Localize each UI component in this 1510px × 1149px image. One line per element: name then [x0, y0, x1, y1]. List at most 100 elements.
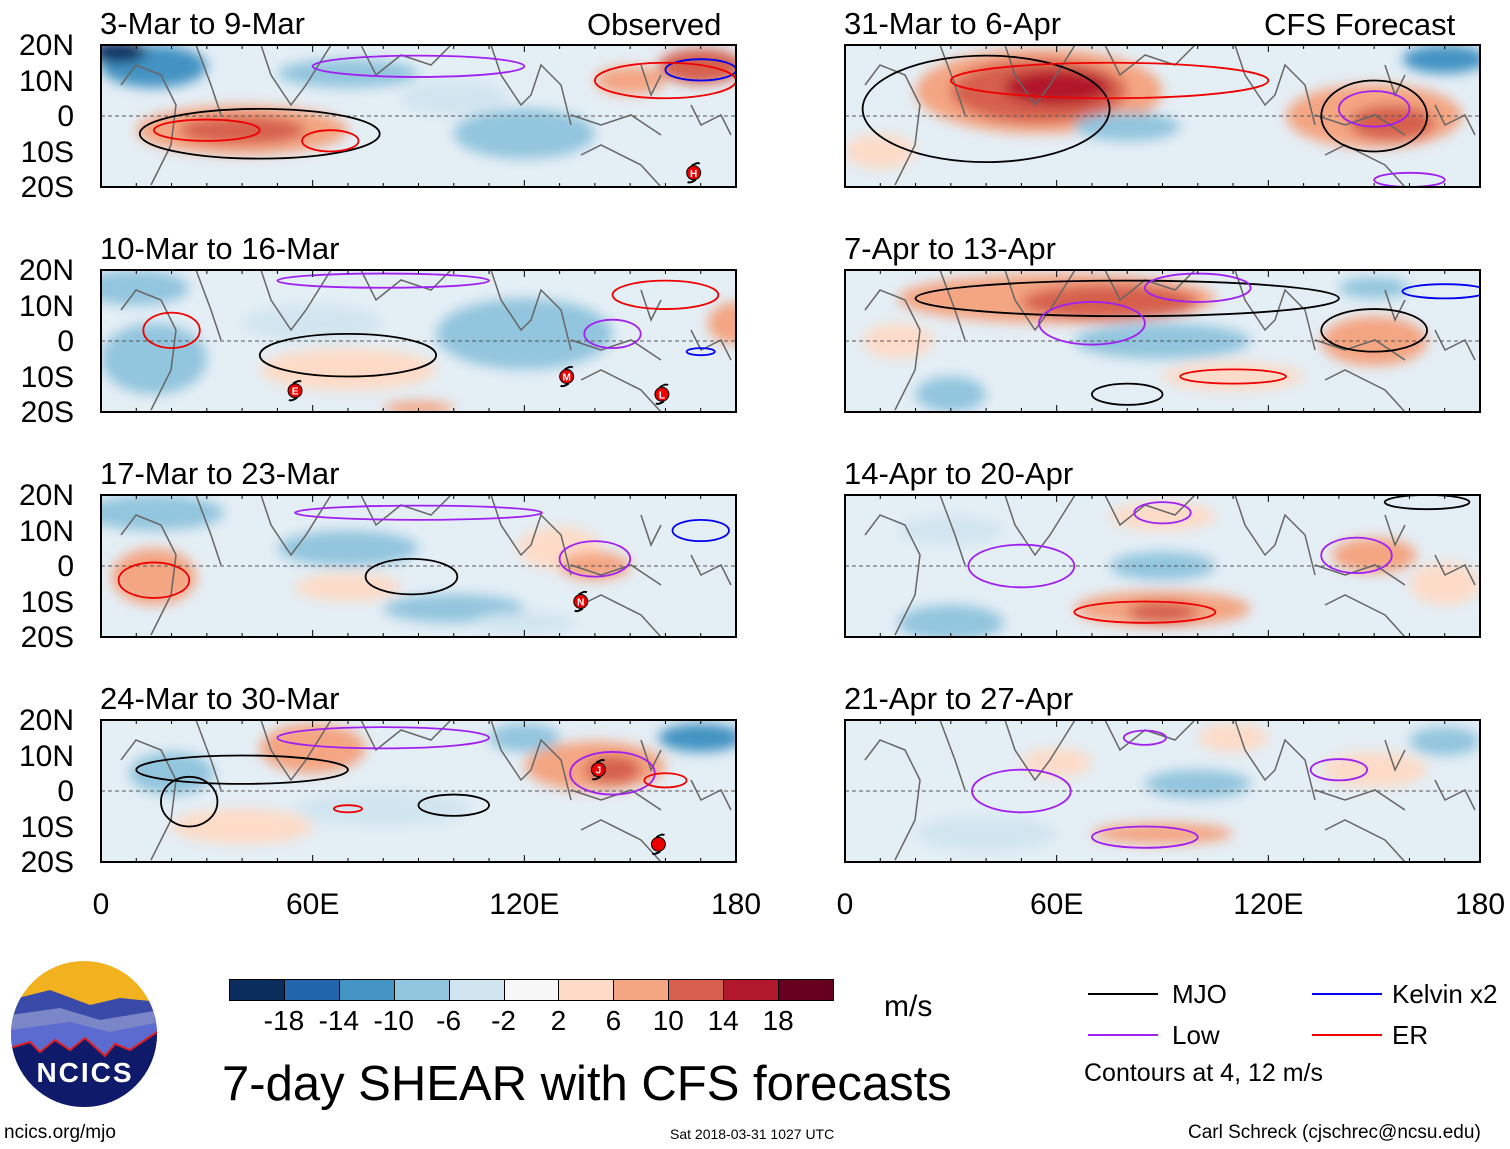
shear-anomaly-region: [1021, 748, 1092, 777]
wave-contour: [583, 318, 642, 350]
shear-map-panel: N: [100, 494, 737, 638]
shear-anomaly-region: [1197, 723, 1269, 752]
lon-label: 60E: [285, 888, 340, 921]
shear-anomaly-region: [101, 323, 207, 395]
colorbar-swatch: [448, 979, 505, 1001]
wave-contour: [1401, 283, 1480, 300]
shear-anomaly-region: [1338, 277, 1410, 299]
colorbar-swatch: [778, 979, 834, 1001]
wave-contour: [311, 54, 526, 78]
colorbar-tick-label: 18: [762, 1005, 794, 1036]
panel-title: 21-Apr to 27-Apr: [844, 681, 1074, 716]
shear-anomaly-region: [845, 133, 916, 170]
wave-contour: [160, 775, 219, 828]
lat-label: 10S: [20, 360, 74, 394]
legend-line-er: [1312, 1034, 1382, 1036]
wave-contour: [949, 61, 1270, 100]
colorbar-swatch: [723, 979, 780, 1001]
storm-letter: M: [562, 373, 570, 384]
lat-label: 10N: [18, 739, 74, 773]
storm-letter: N: [577, 598, 584, 609]
shear-anomaly-region: [259, 348, 437, 391]
shear-anomaly-region: [1109, 502, 1216, 531]
shear-anomaly-region: [1127, 601, 1198, 623]
colorbar-tick-label: -18: [263, 1005, 305, 1036]
shear-anomaly-region: [453, 108, 595, 159]
ncics-url[interactable]: ncics.org/mjo: [4, 1122, 116, 1143]
shear-map-panel: J: [100, 719, 737, 863]
lon-label: 0: [92, 888, 110, 921]
shear-anomaly-region: [1091, 822, 1234, 845]
wave-contour: [1320, 79, 1428, 153]
wave-contour: [1320, 536, 1393, 574]
panel-title: 17-Mar to 23-Mar: [100, 456, 340, 491]
lat-label: 10N: [18, 64, 74, 98]
shear-anomaly-region: [1409, 562, 1480, 606]
lat-label: 20S: [20, 621, 74, 654]
wave-contour: [611, 279, 720, 310]
wave-contour: [1337, 90, 1411, 128]
storm-letter: L: [659, 390, 665, 401]
shear-anomaly-region: [489, 723, 560, 752]
shear-anomaly-region: [436, 298, 613, 370]
ncics-logo: NCICS: [11, 961, 157, 1107]
colorbar-swatch: [283, 979, 340, 1001]
shear-map-panel: [844, 269, 1481, 413]
wave-contour: [364, 558, 459, 596]
lat-label: 20S: [20, 396, 74, 429]
lat-label: 10S: [20, 585, 74, 619]
wave-contour: [1383, 495, 1471, 511]
shear-anomaly-region: [1331, 537, 1417, 574]
panel-title: 14-Apr to 20-Apr: [844, 456, 1074, 491]
wave-contour: [914, 279, 1340, 318]
wave-contour: [117, 561, 191, 599]
lat-label: 20N: [18, 479, 74, 512]
panel-title: 24-Mar to 30-Mar: [100, 681, 340, 716]
colorbar-swatch: [338, 979, 395, 1001]
wave-contour: [558, 540, 632, 578]
colorbar-swatch: [503, 979, 560, 1001]
lat-label: 10N: [18, 514, 74, 548]
wave-contour: [294, 504, 543, 521]
shear-anomaly-region: [171, 808, 313, 845]
wave-contour: [417, 793, 490, 817]
legend-label-kelvin: Kelvin x2: [1392, 979, 1498, 1009]
wave-contour: [643, 772, 688, 789]
shear-anomaly-region: [383, 401, 454, 412]
colorbar-swatch: [613, 979, 670, 1001]
lon-label: 180: [710, 888, 762, 921]
units-label: m/s: [884, 990, 933, 1023]
shear-anomaly-region: [1074, 112, 1181, 141]
shear-anomaly-region: [897, 605, 1004, 637]
tropical-cyclone-icon: L: [654, 383, 670, 405]
legend-label-low: Low: [1172, 1020, 1220, 1050]
lat-label: 0: [57, 775, 74, 808]
wave-contour: [671, 518, 730, 543]
wave-contour: [664, 58, 736, 82]
wave-contour: [861, 54, 1111, 164]
shear-anomaly-region: [1321, 751, 1428, 788]
tropical-cyclone-icon: E: [287, 380, 303, 402]
shear-map-panel: [844, 44, 1481, 188]
wave-contour: [138, 108, 381, 160]
lat-label: 10S: [20, 135, 74, 169]
wave-contour: [685, 347, 716, 357]
shear-anomaly-region: [915, 815, 1057, 852]
legend-label-mjo: MJO: [1172, 979, 1227, 1009]
tropical-cyclone-icon: J: [590, 759, 606, 781]
storm-letter: E: [292, 387, 299, 398]
shear-anomaly-region: [1409, 727, 1480, 756]
lat-label: 20S: [20, 846, 74, 879]
shear-anomaly-region: [658, 48, 736, 85]
shear-map-panel: H: [100, 44, 737, 188]
panel-title: 3-Mar to 9-Mar: [100, 6, 305, 41]
shear-anomaly-region: [915, 376, 987, 412]
colorbar-tick-label: -2: [491, 1005, 516, 1036]
lat-label: 0: [57, 100, 74, 133]
shear-anomaly-region: [1021, 284, 1198, 320]
shear-anomaly-region: [111, 548, 197, 606]
shear-anomaly-region: [897, 516, 1004, 545]
panel-title: 7-Apr to 13-Apr: [844, 231, 1056, 266]
shear-anomaly-region: [658, 723, 736, 752]
wave-contour: [1122, 729, 1167, 746]
